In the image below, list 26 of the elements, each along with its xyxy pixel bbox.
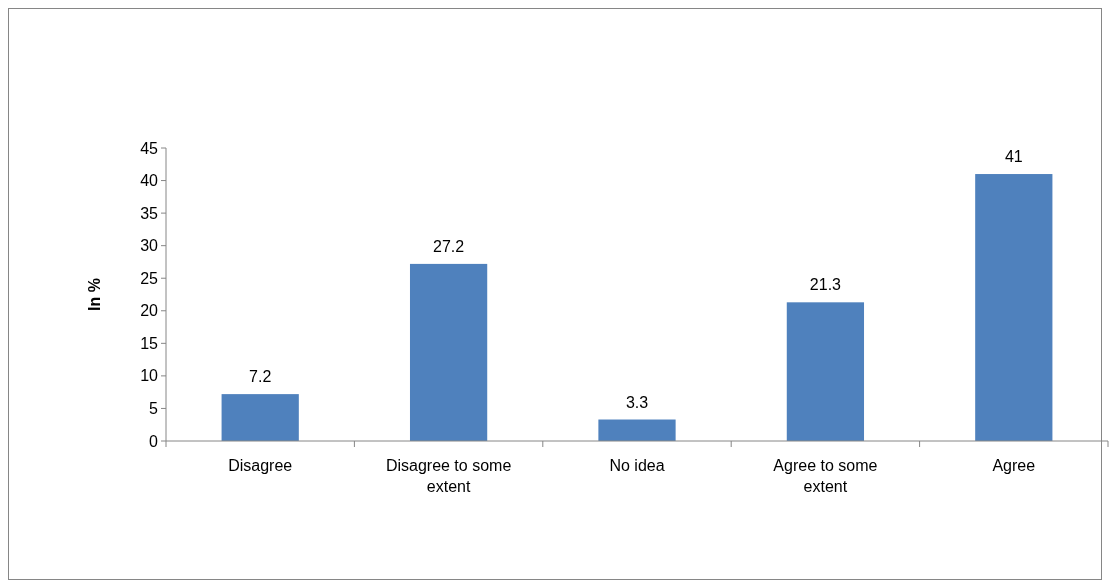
data-label: 41 — [1004, 148, 1023, 166]
bar — [975, 174, 1053, 441]
y-tick-label: 10 — [140, 367, 159, 385]
data-label: 27.2 — [433, 237, 465, 255]
y-tick-label: 5 — [149, 400, 159, 418]
x-tick-label: Disagree — [228, 457, 293, 474]
data-label: 3.3 — [625, 393, 649, 411]
y-tick-label: 30 — [140, 237, 159, 255]
y-tick-label: 20 — [140, 302, 159, 320]
y-axis-title: In % — [86, 278, 103, 311]
y-tick-label: 25 — [140, 269, 159, 287]
x-tick-label: Disagree to some extent — [385, 457, 512, 495]
data-label: 7.2 — [249, 368, 272, 386]
y-tick-label: 35 — [140, 204, 159, 222]
x-tick-label: Agree — [992, 457, 1036, 474]
bar — [221, 394, 299, 441]
y-tick-label: 15 — [140, 334, 159, 352]
y-tick-label: 0 — [149, 432, 159, 450]
y-tick-label: 45 — [140, 139, 159, 157]
y-tick-label: 40 — [140, 172, 159, 190]
bar — [409, 263, 488, 441]
bar — [786, 302, 865, 441]
x-tick-label: No idea — [609, 457, 665, 474]
bar — [598, 419, 676, 441]
x-tick-label: Agree to some extent — [773, 457, 878, 495]
data-label: 21.3 — [809, 276, 842, 294]
